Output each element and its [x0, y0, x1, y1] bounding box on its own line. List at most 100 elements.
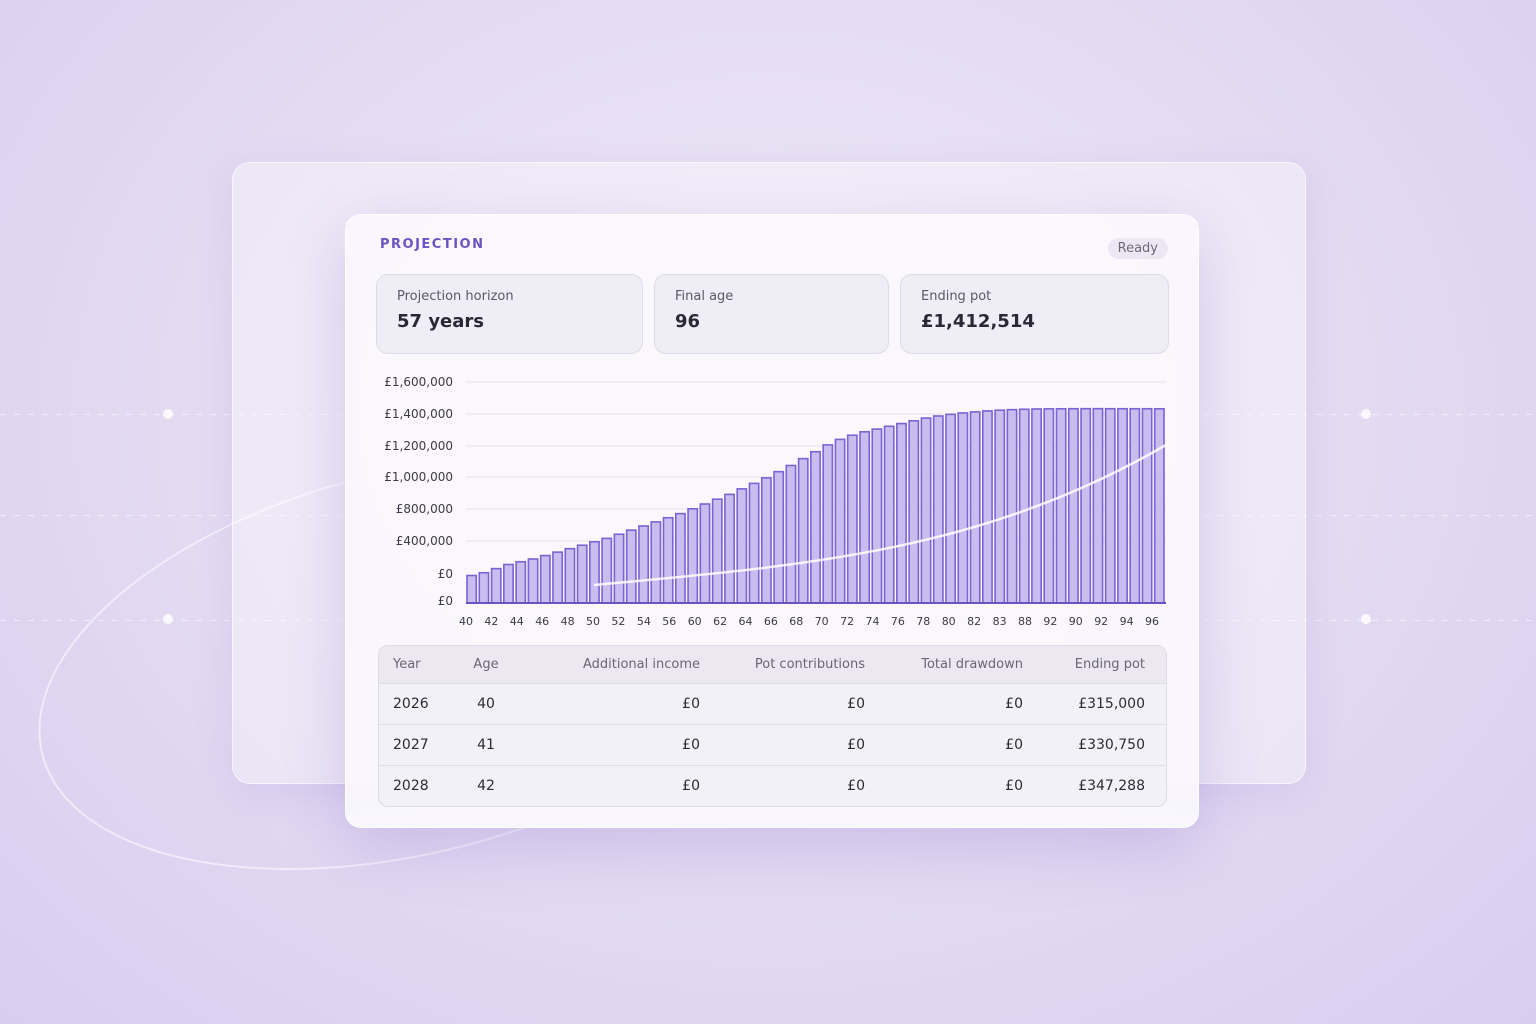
bar [564, 547, 576, 604]
bar [674, 512, 686, 604]
bar [650, 521, 662, 604]
cell-age: 42 [477, 778, 495, 794]
kpi-label: Final age [675, 289, 734, 304]
x-tick-label: 83 [993, 615, 1007, 628]
cell-ending-pot: £315,000 [1078, 696, 1145, 712]
cell-total-drawdown: £0 [1005, 696, 1023, 712]
y-tick-label: £1,400,000 [384, 407, 453, 421]
bar [785, 464, 797, 604]
cell-additional-income: £0 [682, 737, 700, 753]
x-tick-label: 62 [713, 615, 727, 628]
bar [883, 425, 895, 604]
bar [613, 533, 625, 604]
kpi-label: Ending pot [921, 289, 992, 304]
x-tick-label: 66 [764, 615, 778, 628]
bar [957, 412, 969, 604]
status-badge: Ready [1107, 238, 1168, 259]
highlight-curve [593, 443, 1167, 587]
bar [1055, 407, 1067, 604]
x-tick-label: 48 [561, 615, 575, 628]
y-tick-label: £1,000,000 [384, 470, 453, 484]
bar [969, 411, 981, 604]
bar [1067, 407, 1079, 604]
bar [736, 488, 748, 604]
bar [859, 431, 871, 604]
bar [834, 438, 846, 604]
column-header-age: Age [473, 657, 499, 672]
bar [515, 560, 527, 604]
bar [1080, 407, 1092, 604]
x-tick-label: 54 [637, 615, 651, 628]
y-tick-label: £0 [438, 594, 453, 608]
bar [699, 503, 711, 604]
bar [724, 493, 735, 604]
bar [1018, 408, 1030, 604]
x-tick-label: 56 [662, 615, 676, 628]
x-tick-label: 50 [586, 615, 600, 628]
x-tick-label: 52 [611, 615, 625, 628]
x-tick-label: 60 [688, 615, 702, 628]
x-tick-label: 46 [535, 615, 549, 628]
column-header-total-drawdown: Total drawdown [921, 657, 1023, 672]
kpi-projection-horizon: Projection horizon 57 years [376, 274, 643, 354]
x-tick-label: 78 [916, 615, 930, 628]
bar [760, 477, 772, 604]
background-dot [163, 409, 173, 419]
cell-additional-income: £0 [682, 696, 700, 712]
cell-ending-pot: £330,750 [1078, 737, 1145, 753]
x-tick-label: 82 [967, 615, 981, 628]
cell-total-drawdown: £0 [1005, 737, 1023, 753]
bar [589, 541, 600, 604]
bar [797, 457, 809, 604]
bar [687, 508, 699, 604]
table-row: 2026 40 £0 £0 £0 £315,000 [379, 683, 1166, 724]
bar [466, 574, 478, 604]
background-dot [1361, 614, 1371, 624]
cell-pot-contributions: £0 [847, 696, 865, 712]
bar [1092, 407, 1104, 604]
bar [896, 422, 907, 604]
bar [601, 537, 613, 604]
kpi-value: 57 years [397, 311, 484, 332]
bar [908, 420, 920, 604]
bar [981, 410, 993, 604]
bar [1129, 407, 1141, 604]
x-tick-label: 64 [739, 615, 753, 628]
table-row: 2028 42 £0 £0 £0 £347,288 [379, 765, 1166, 806]
bar [552, 551, 564, 604]
x-tick-label: 40 [459, 615, 473, 628]
x-tick-label: 90 [1069, 615, 1083, 628]
bar [503, 563, 514, 604]
card-title: PROJECTION [380, 237, 485, 252]
bar [576, 544, 588, 604]
bar [846, 434, 858, 604]
x-tick-label: 92 [1094, 615, 1108, 628]
cell-total-drawdown: £0 [1005, 778, 1023, 794]
bar [539, 554, 551, 604]
x-tick-label: 74 [866, 615, 880, 628]
bar [920, 417, 932, 604]
x-tick-label: 96 [1145, 615, 1159, 628]
x-tick-label: 80 [942, 615, 956, 628]
table-row: 2027 41 £0 £0 £0 £330,750 [379, 724, 1166, 765]
bar [638, 525, 650, 604]
bar [810, 450, 821, 604]
x-tick-label: 72 [840, 615, 854, 628]
cell-age: 41 [477, 737, 495, 753]
kpi-label: Projection horizon [397, 289, 514, 304]
background-dot [163, 614, 173, 624]
x-tick-label: 88 [1018, 615, 1032, 628]
bar [822, 444, 834, 604]
bar [1006, 408, 1018, 604]
bar [871, 428, 883, 604]
bar [1141, 407, 1153, 604]
cell-age: 40 [477, 696, 495, 712]
kpi-value: 96 [675, 311, 701, 332]
bar [932, 415, 944, 604]
cell-year: 2028 [393, 778, 429, 794]
y-tick-label: £0 [438, 567, 453, 581]
projection-table: Year Age Additional income Pot contribut… [378, 645, 1167, 807]
column-header-additional-income: Additional income [582, 657, 700, 672]
bar [662, 516, 674, 604]
column-header-pot-contributions: Pot contributions [754, 657, 865, 672]
